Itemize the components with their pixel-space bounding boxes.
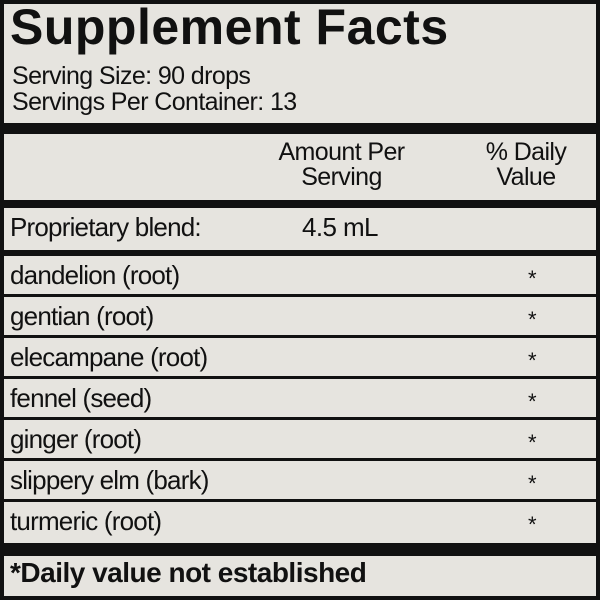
row-divider xyxy=(4,294,596,297)
daily-value: * xyxy=(528,512,537,537)
ingredient-row: fennel (seed) * xyxy=(4,379,596,417)
row-divider xyxy=(4,499,596,502)
ingredient-name: fennel (seed) xyxy=(10,383,152,413)
blend-amount: 4.5 mL xyxy=(302,212,378,242)
footnote: *Daily value not established xyxy=(10,557,367,588)
ingredient-name: slippery elm (bark) xyxy=(10,465,209,495)
ingredient-name: ginger (root) xyxy=(10,424,142,454)
row-divider xyxy=(4,376,596,379)
ingredient-row: gentian (root) * xyxy=(4,297,596,335)
divider-thick xyxy=(4,543,596,556)
row-divider xyxy=(4,458,596,461)
divider xyxy=(4,250,596,256)
serving-size: Serving Size: 90 drops xyxy=(12,62,251,90)
header-text: Amount Per xyxy=(278,138,405,166)
ingredient-row: elecampane (root) * xyxy=(4,338,596,376)
header-text: Value xyxy=(496,163,556,191)
header-text: Serving xyxy=(301,163,382,191)
daily-value: * xyxy=(528,348,537,373)
daily-value-header: % Daily Value xyxy=(466,140,586,190)
row-divider xyxy=(4,335,596,338)
daily-value: * xyxy=(528,389,537,414)
amount-per-serving-header: Amount Per Serving xyxy=(254,140,429,190)
blend-row: Proprietary blend: 4.5 mL xyxy=(4,208,596,246)
blend-name: Proprietary blend: xyxy=(10,212,202,242)
ingredient-name: turmeric (root) xyxy=(10,506,162,536)
daily-value: * xyxy=(528,471,537,496)
daily-value: * xyxy=(528,266,537,291)
ingredient-row: slippery elm (bark) * xyxy=(4,461,596,499)
label-title: Supplement Facts xyxy=(10,0,449,55)
ingredient-name: elecampane (root) xyxy=(10,342,208,372)
row-divider xyxy=(4,417,596,420)
ingredient-row: ginger (root) * xyxy=(4,420,596,458)
divider-thick xyxy=(4,123,596,134)
ingredient-name: gentian (root) xyxy=(10,301,154,331)
ingredient-row: dandelion (root) * xyxy=(4,256,596,294)
header-text: % Daily xyxy=(485,138,567,166)
ingredient-row: turmeric (root) * xyxy=(4,502,596,540)
daily-value: * xyxy=(528,307,537,332)
ingredient-name: dandelion (root) xyxy=(10,260,180,290)
daily-value: * xyxy=(528,430,537,455)
divider xyxy=(4,200,596,208)
servings-per-container: Servings Per Container: 13 xyxy=(12,88,297,116)
